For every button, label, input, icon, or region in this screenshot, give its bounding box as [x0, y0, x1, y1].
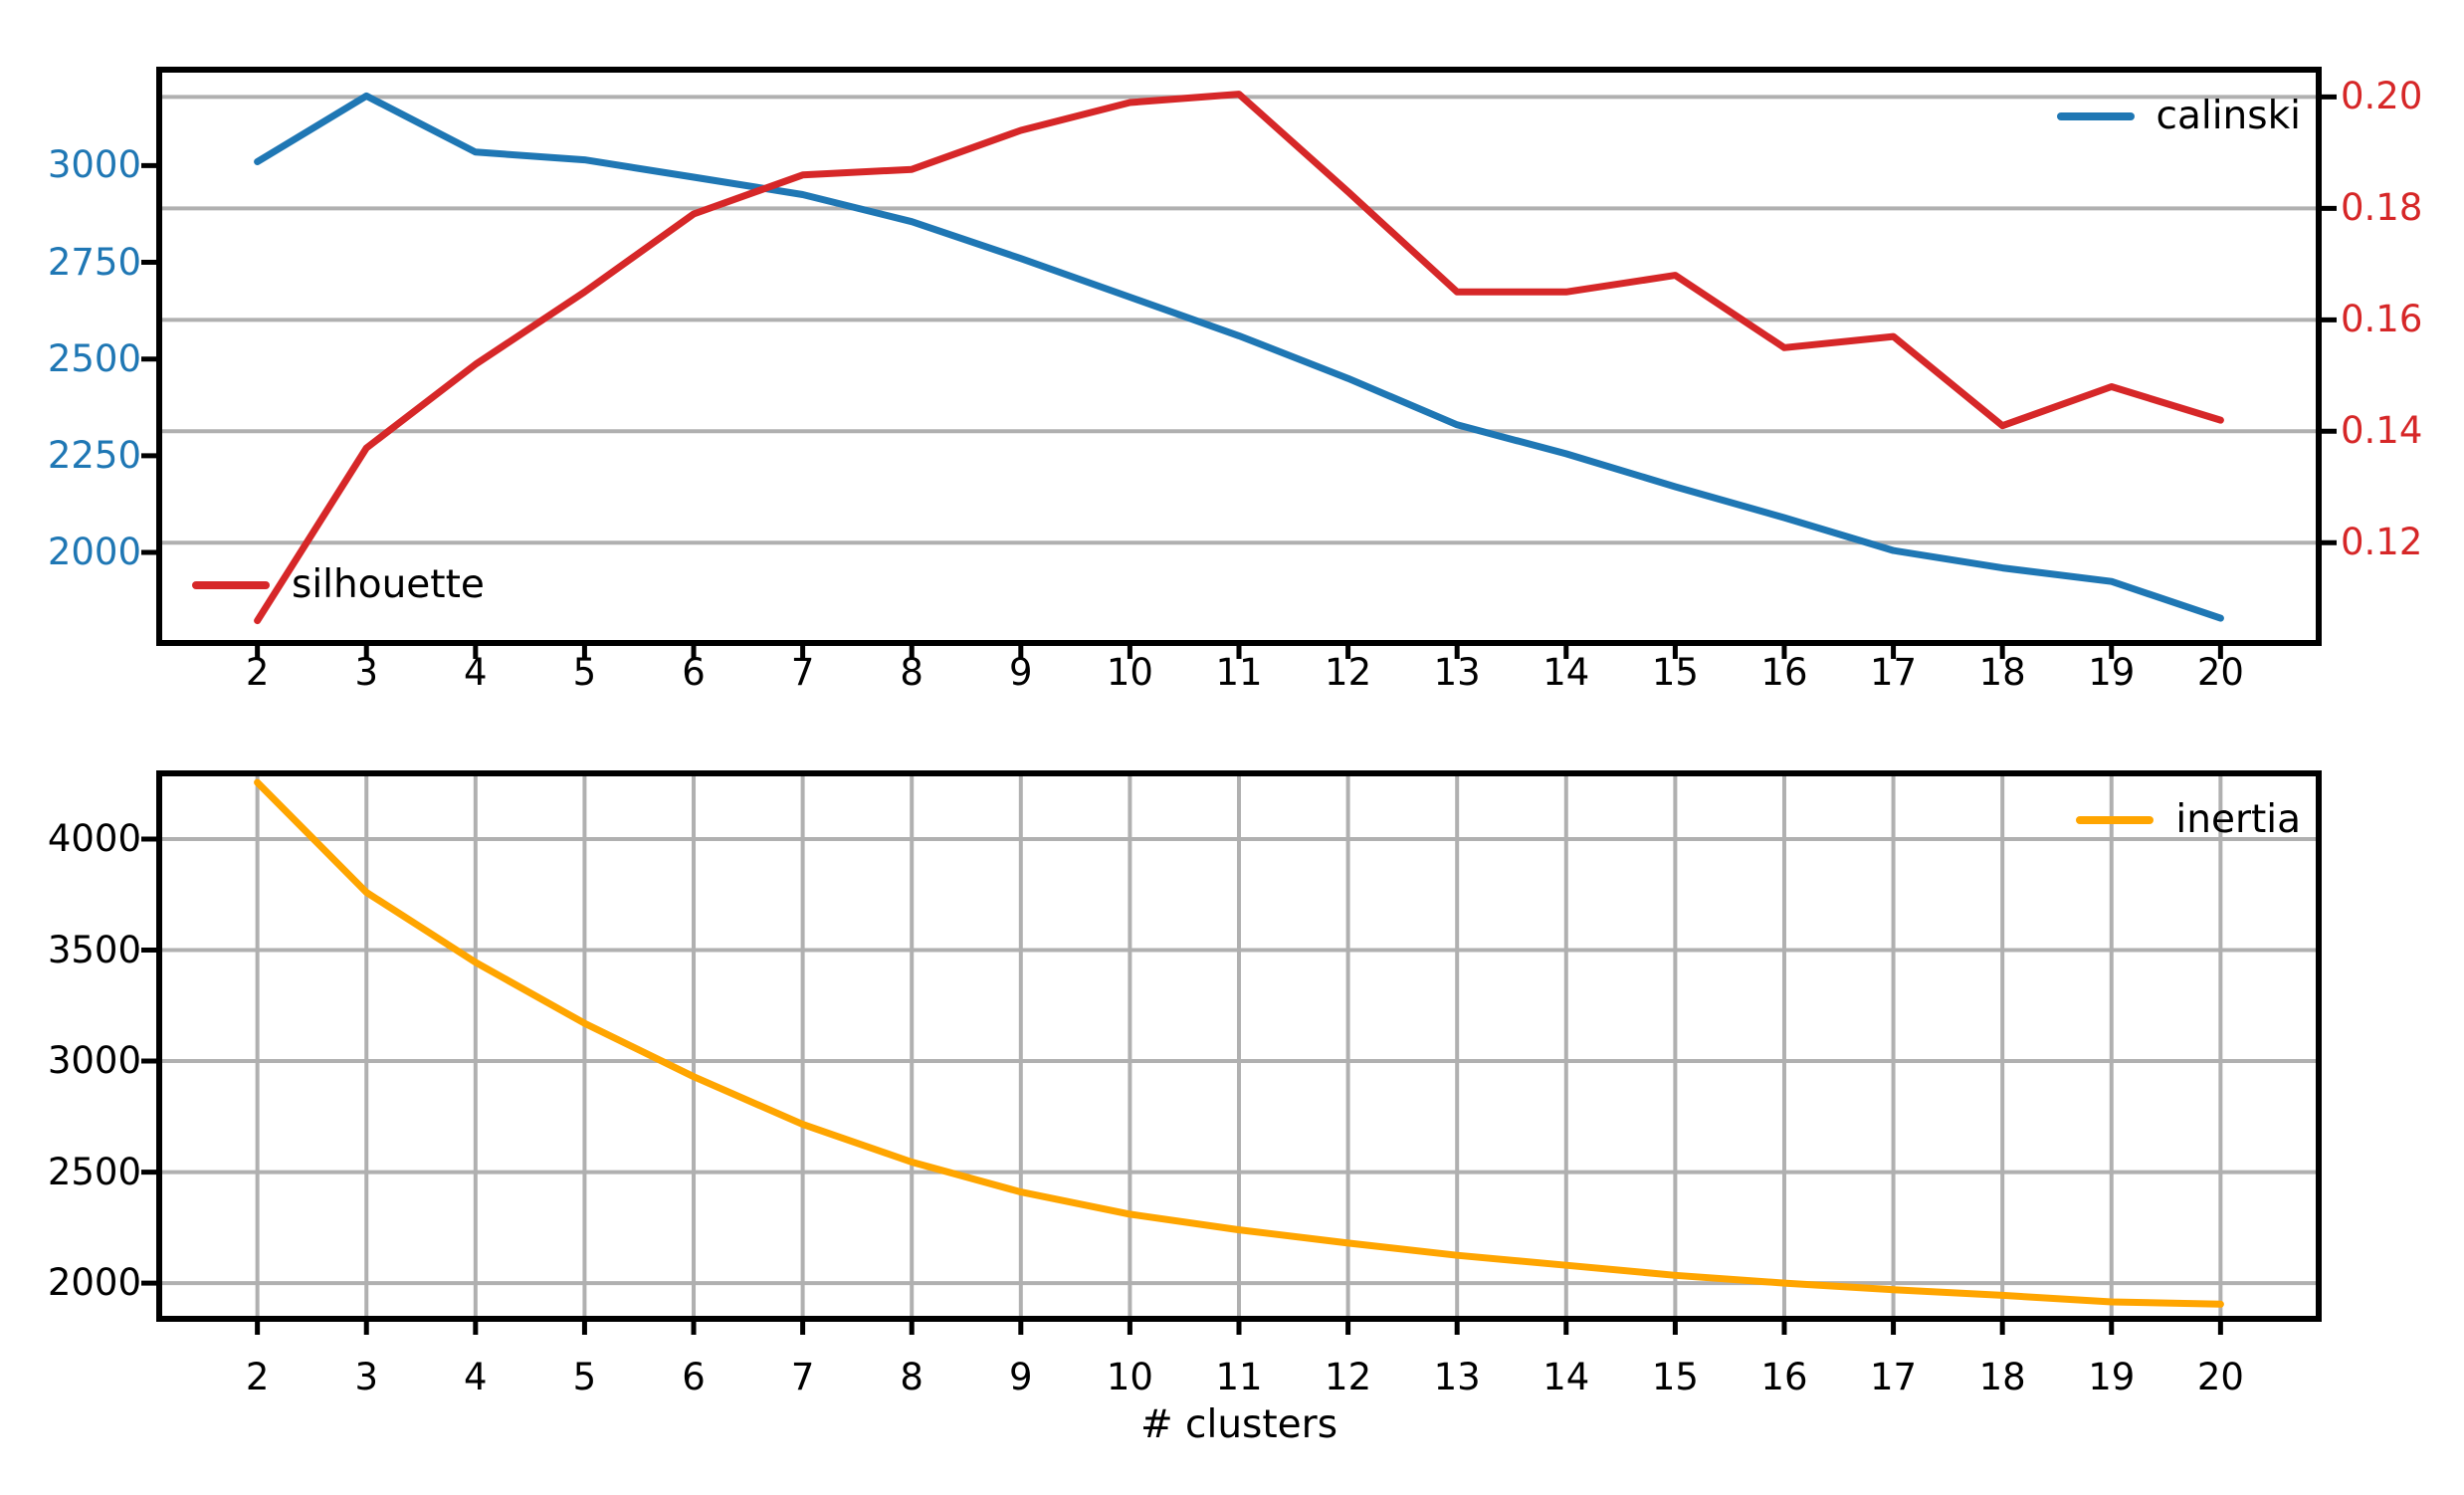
x-axis-tick-label: 10	[1106, 651, 1153, 694]
x-axis-tick-label: 9	[1009, 651, 1033, 694]
series-calinski-line	[254, 92, 2224, 622]
legend-swatch-inertia	[2076, 816, 2155, 824]
legend-label-calinski: calinski	[2156, 94, 2301, 138]
right-axis-tick-label: 0.14	[2341, 409, 2423, 453]
left-axis-tick-label: 3000	[47, 1039, 141, 1083]
legend-label-inertia: inertia	[2175, 797, 2301, 842]
right-axis-tick-label: 0.16	[2341, 298, 2423, 341]
x-axis-tick-label: 11	[1215, 1356, 1263, 1398]
x-axis-tick-label: 16	[1760, 1356, 1808, 1398]
x-axis-tick-label: 2	[245, 651, 270, 694]
legend-label-silhouette: silhouette	[292, 562, 485, 607]
left-axis-tick-label: 3000	[47, 143, 141, 187]
x-axis-tick-label: 8	[900, 1356, 924, 1398]
x-axis-tick-label: 18	[1978, 651, 2026, 694]
x-axis-tick-label: 5	[572, 651, 597, 694]
legend-silhouette: silhouette	[192, 562, 485, 608]
x-axis-tick-label: 12	[1325, 1356, 1372, 1398]
legend-swatch-silhouette	[192, 581, 270, 589]
x-axis-tick-label: 4	[464, 651, 488, 694]
left-axis-tick-label: 3500	[47, 928, 141, 971]
legend-calinski: calinski	[2056, 94, 2301, 139]
left-axis-tick-label: 2250	[47, 433, 141, 477]
x-axis-tick-label: 6	[682, 1356, 706, 1398]
left-axis-tick-label: 2750	[47, 240, 141, 284]
x-axis-tick-label: 9	[1009, 1356, 1033, 1398]
x-axis-tick-label: 3	[354, 1356, 378, 1398]
x-axis-tick-label: 18	[1978, 1356, 2026, 1398]
x-axis-tick-label: 11	[1215, 651, 1263, 694]
x-axis-tick-label: 16	[1760, 651, 1808, 694]
x-axis-label: # clusters	[1139, 1402, 1338, 1447]
x-axis-tick-label: 12	[1325, 651, 1372, 694]
x-axis-tick-label: 3	[354, 651, 378, 694]
x-axis-tick-label: 15	[1651, 1356, 1699, 1398]
x-axis-tick-label: 15	[1651, 651, 1699, 694]
x-axis-tick-label: 13	[1433, 651, 1481, 694]
x-axis-tick-label: 7	[790, 1356, 815, 1398]
x-axis-tick-label: 14	[1542, 1356, 1590, 1398]
series-inertia-line	[254, 778, 2224, 1308]
x-axis-tick-label: 17	[1870, 651, 1918, 694]
right-axis-tick-label: 0.18	[2341, 186, 2423, 230]
x-axis-tick-label: 19	[2088, 1356, 2136, 1398]
x-axis-tick-label: 14	[1542, 651, 1590, 694]
right-axis-tick-label: 0.12	[2341, 521, 2423, 564]
x-axis-tick-label: 6	[682, 651, 706, 694]
legend-inertia: inertia	[2076, 797, 2301, 843]
x-axis-tick-label: 2	[245, 1356, 270, 1398]
left-axis-tick-label: 2000	[47, 531, 141, 574]
left-axis-tick-label: 2500	[47, 1150, 141, 1193]
series-silhouette-line	[254, 91, 2224, 625]
x-axis-tick-label: 17	[1870, 1356, 1918, 1398]
legend-swatch-calinski	[2056, 112, 2135, 120]
x-axis-tick-label: 8	[900, 651, 924, 694]
right-axis-tick-label: 0.20	[2341, 75, 2423, 118]
left-axis-tick-label: 2000	[47, 1261, 141, 1305]
x-axis-tick-label: 4	[464, 1356, 488, 1398]
x-axis-tick-label: 19	[2088, 651, 2136, 694]
x-axis-tick-label: 10	[1106, 1356, 1153, 1398]
left-axis-tick-label: 4000	[47, 817, 141, 861]
x-axis-tick-label: 7	[790, 651, 815, 694]
x-axis-tick-label: 20	[2196, 1356, 2244, 1398]
x-axis-tick-label: 5	[572, 1356, 597, 1398]
x-axis-tick-label: 20	[2196, 651, 2244, 694]
x-axis-tick-label: 13	[1433, 1356, 1481, 1398]
left-axis-tick-label: 2500	[47, 336, 141, 380]
